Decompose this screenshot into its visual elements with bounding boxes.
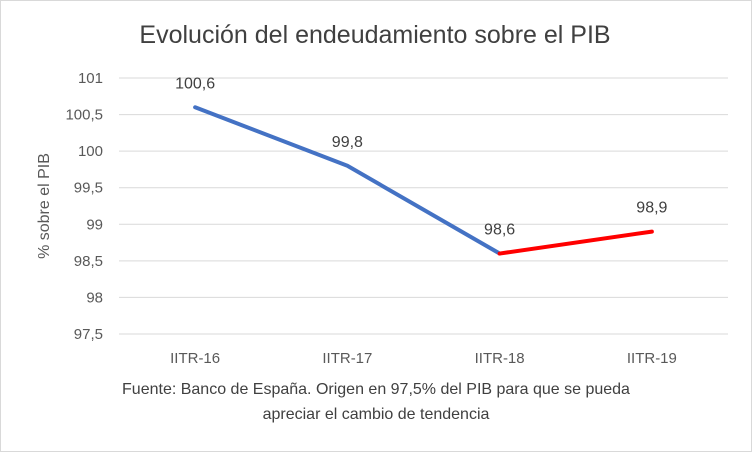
y-axis-ticks: 97,5 98 98,5 99 99,5 100 100,5 101	[65, 70, 103, 343]
y-tick-label: 100,5	[65, 107, 103, 124]
y-tick-label: 97,5	[74, 326, 103, 343]
x-tick-label: IITR-19	[627, 350, 677, 367]
y-tick-label: 99,5	[74, 180, 103, 197]
x-axis-ticks: IITR-16 IITR-17 IITR-18 IITR-19	[170, 350, 677, 367]
caption-line: Fuente: Banco de España. Origen en 97,5%…	[122, 381, 630, 398]
chart-caption: Fuente: Banco de España. Origen en 97,5%…	[1, 377, 751, 427]
x-tick-label: IITR-16	[170, 350, 220, 367]
y-tick-label: 98	[86, 289, 103, 306]
data-lines	[193, 105, 654, 256]
data-label: 99,8	[332, 134, 363, 151]
data-labels: 100,6 99,8 98,6 98,9	[175, 75, 667, 238]
caption-line: apreciar el cambio de tendencia	[262, 406, 490, 423]
x-tick-label: IITR-18	[475, 350, 525, 367]
y-axis-label: % sobre el PIB	[36, 153, 53, 259]
y-tick-label: 99	[86, 216, 103, 233]
chart-title: Evolución del endeudamiento sobre el PIB	[139, 21, 611, 49]
x-tick-label: IITR-17	[322, 350, 372, 367]
series-line-descenso	[193, 105, 502, 256]
series-line-subida	[497, 229, 654, 256]
y-tick-label: 98,5	[74, 253, 103, 270]
gridlines	[119, 77, 728, 335]
y-tick-label: 101	[78, 70, 103, 87]
data-label: 98,9	[636, 200, 667, 217]
data-label: 98,6	[484, 222, 515, 239]
data-label: 100,6	[175, 75, 215, 92]
y-tick-label: 100	[78, 143, 103, 160]
